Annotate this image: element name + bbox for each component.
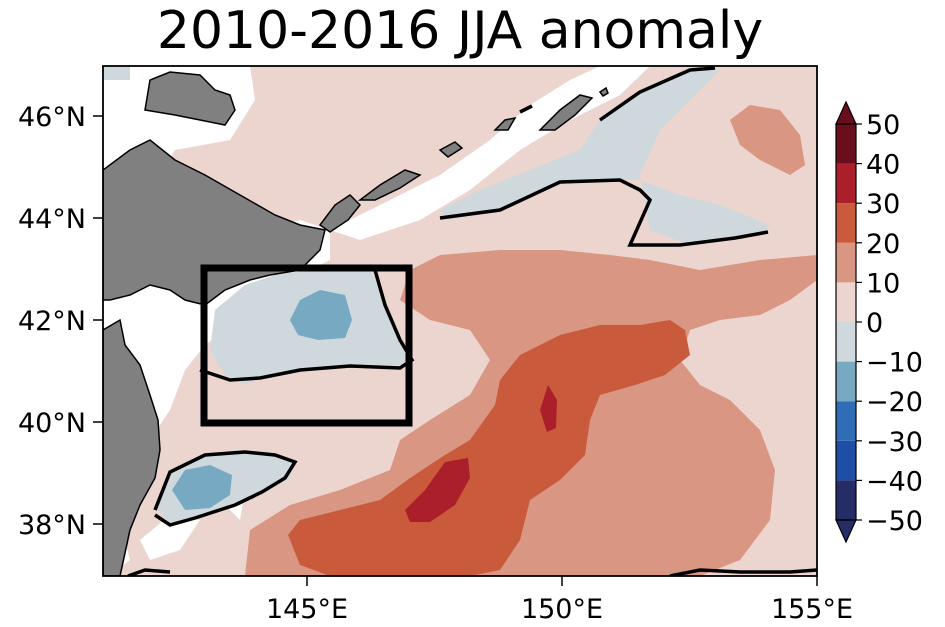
anomaly-20-30-region bbox=[288, 320, 690, 576]
colorbar-band bbox=[836, 242, 856, 283]
kuril-small-island bbox=[598, 86, 609, 97]
land-masses bbox=[103, 71, 609, 576]
y-axis: 38°N 40°N 42°N 44°N 46°N bbox=[18, 102, 103, 541]
colorbar-extend-max bbox=[835, 100, 857, 125]
figure-title: 2010-2016 JJA anomaly bbox=[157, 1, 763, 61]
colorbar-tick-label: −30 bbox=[866, 427, 923, 458]
colorbar-tick-label: 0 bbox=[866, 308, 883, 339]
anomaly-30-40-regions bbox=[405, 385, 557, 522]
colorbar-extend-min bbox=[835, 519, 857, 544]
iturup-island bbox=[357, 169, 422, 201]
x-tick-label: 145°E bbox=[266, 594, 348, 625]
colorbar: −50 −40 −30 −20 −10 0 10 20 30 40 50 bbox=[835, 100, 923, 544]
x-tick-label: 155°E bbox=[771, 594, 853, 625]
colorbar-band bbox=[836, 361, 856, 402]
colorbar-band bbox=[836, 322, 856, 362]
kuril-north-island bbox=[538, 94, 594, 131]
y-tick-label: 44°N bbox=[18, 204, 86, 235]
colorbar-tick-label: 40 bbox=[866, 150, 900, 181]
colorbar-band bbox=[836, 124, 856, 164]
colorbar-band bbox=[836, 163, 856, 204]
study-region-box bbox=[200, 264, 413, 427]
sakhalin-island bbox=[144, 71, 236, 126]
anomaly-minus10-minus20-patches bbox=[172, 290, 352, 510]
urup-island bbox=[438, 141, 464, 158]
colorbar-band bbox=[836, 440, 856, 481]
y-tick-label: 38°N bbox=[18, 510, 86, 541]
colorbar-tick-label: −50 bbox=[866, 506, 923, 537]
colorbar-tick-label: −40 bbox=[866, 466, 923, 497]
hokkaido-island bbox=[103, 139, 326, 306]
x-tick-label: 150°E bbox=[521, 594, 603, 625]
colorbar-tick-label: 20 bbox=[866, 229, 900, 260]
kunashir-island bbox=[318, 194, 362, 233]
y-tick-label: 46°N bbox=[18, 102, 86, 133]
y-tick-label: 40°N bbox=[18, 408, 86, 439]
colorbar-band bbox=[836, 203, 856, 243]
honshu-island bbox=[103, 318, 161, 576]
map-frame bbox=[102, 65, 818, 577]
y-tick-label: 42°N bbox=[18, 306, 86, 337]
colorbar-band bbox=[836, 282, 856, 322]
map-plot-area bbox=[103, 66, 817, 576]
colorbar-tick-label: −20 bbox=[866, 387, 923, 418]
x-axis: 145°E 150°E 155°E bbox=[266, 576, 853, 625]
zero-contours bbox=[127, 66, 817, 576]
simushir-island bbox=[493, 116, 517, 131]
colorbar-tick-label: 10 bbox=[866, 268, 900, 299]
colorbar-band bbox=[836, 480, 856, 520]
colorbar-tick-label: 50 bbox=[866, 110, 900, 141]
colorbar-tick-label: −10 bbox=[866, 348, 923, 379]
colorbar-band bbox=[836, 401, 856, 441]
colorbar-tick-label: 30 bbox=[866, 189, 900, 220]
